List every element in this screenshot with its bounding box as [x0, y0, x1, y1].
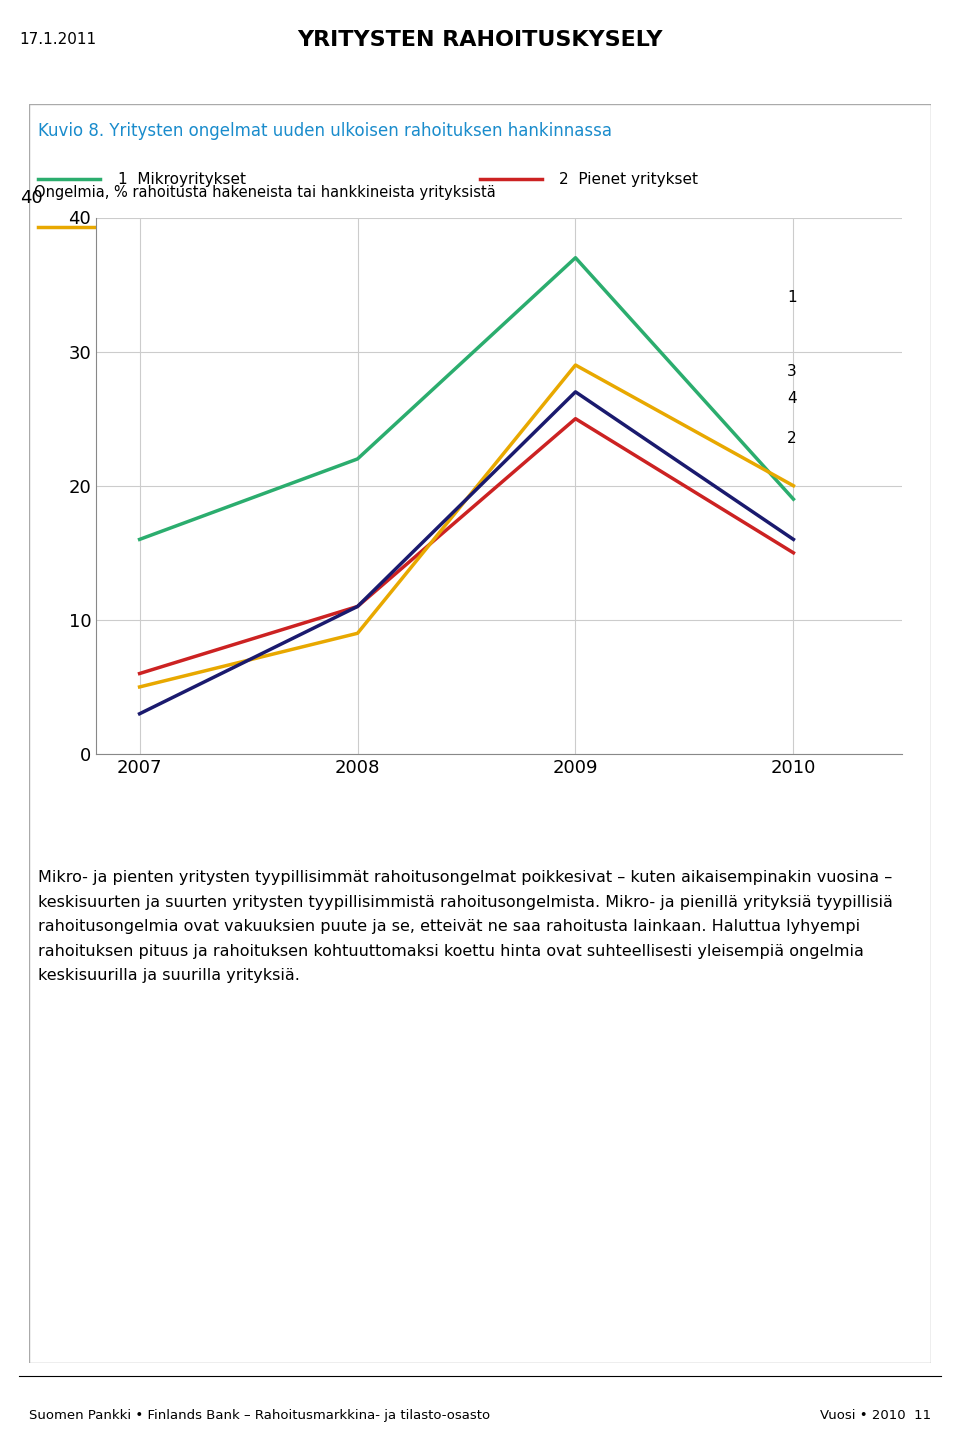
Text: 2: 2	[787, 431, 797, 447]
Text: 4: 4	[787, 392, 797, 406]
Text: 3  Keskisuuret yritykset: 3 Keskisuuret yritykset	[118, 220, 298, 235]
Text: 3: 3	[787, 364, 797, 380]
FancyBboxPatch shape	[29, 104, 931, 1363]
Text: Kuvio 8. Yritysten ongelmat uuden ulkoisen rahoituksen hankinnassa: Kuvio 8. Yritysten ongelmat uuden ulkois…	[38, 122, 612, 139]
Text: 2  Pienet yritykset: 2 Pienet yritykset	[560, 173, 699, 187]
Text: 40: 40	[20, 188, 43, 207]
Text: 17.1.2011: 17.1.2011	[19, 32, 96, 48]
Text: Mikro- ja pienten yritysten tyypillisimmät rahoitusongelmat poikkesivat – kuten : Mikro- ja pienten yritysten tyypillisimm…	[38, 870, 893, 983]
Text: 4  Suuret yritykset: 4 Suuret yritykset	[560, 220, 701, 235]
Text: Vuosi • 2010  11: Vuosi • 2010 11	[820, 1409, 931, 1421]
Text: Suomen Pankki • Finlands Bank – Rahoitusmarkkina- ja tilasto-osasto: Suomen Pankki • Finlands Bank – Rahoitus…	[29, 1409, 490, 1421]
Text: 1: 1	[787, 290, 797, 306]
Text: YRITYSTEN RAHOITUSKYSELY: YRITYSTEN RAHOITUSKYSELY	[298, 30, 662, 49]
Text: Ongelmia, % rahoitusta hakeneista tai hankkineista yrityksistä: Ongelmia, % rahoitusta hakeneista tai ha…	[34, 184, 495, 200]
Text: 1  Mikroyritykset: 1 Mikroyritykset	[118, 173, 246, 187]
